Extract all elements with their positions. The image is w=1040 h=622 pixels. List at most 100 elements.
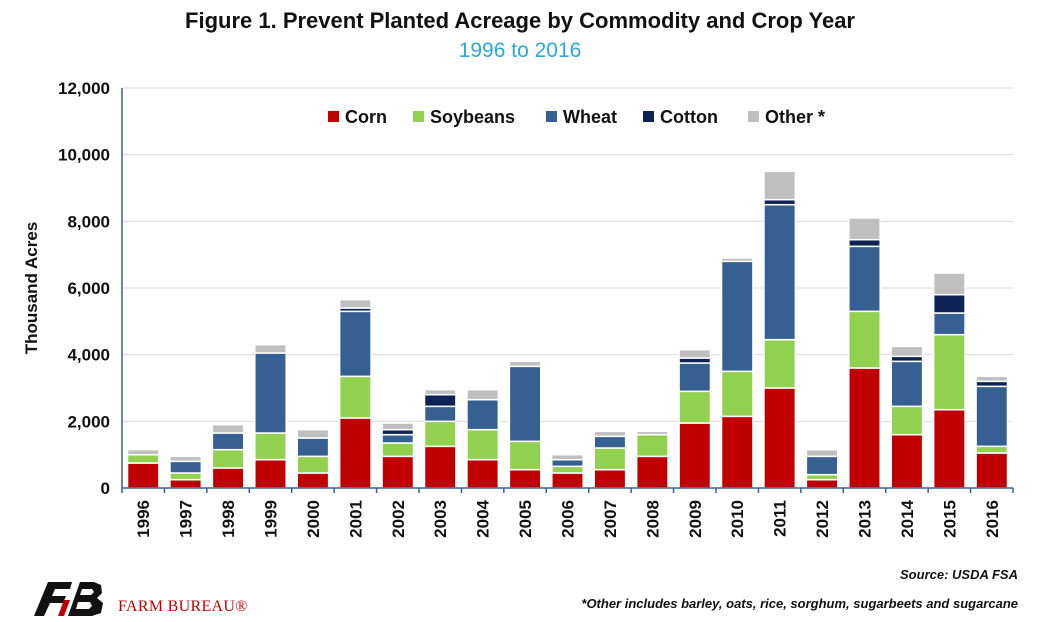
bar-segment <box>126 453 160 464</box>
bar-segment <box>975 445 1009 454</box>
legend-label: Wheat <box>563 107 617 127</box>
bar-segment <box>254 458 287 489</box>
bar-segment <box>932 272 966 296</box>
y-tick-label: 10,000 <box>58 146 110 165</box>
x-tick-label: 1998 <box>219 500 238 538</box>
bar-segment <box>508 468 542 489</box>
footnote: *Other includes barley, oats, rice, sorg… <box>581 596 1018 611</box>
bar-segment <box>254 432 287 461</box>
bar-segment <box>635 433 669 458</box>
bar-segment <box>763 387 797 489</box>
legend-swatch <box>546 111 557 122</box>
x-tick-label: 2015 <box>940 500 959 538</box>
bar-segment <box>169 472 203 481</box>
x-tick-label: 1996 <box>134 500 153 538</box>
bar-segment <box>296 455 330 474</box>
bar-segment <box>466 388 500 401</box>
bar-segment <box>466 458 500 489</box>
bar-segment <box>254 352 287 434</box>
bar-segment <box>508 360 542 368</box>
y-tick-label: 0 <box>101 479 110 498</box>
bar-segment <box>211 423 245 434</box>
y-tick-label: 12,000 <box>58 79 110 98</box>
x-tick-label: 2007 <box>601 500 620 538</box>
x-tick-label: 2011 <box>771 500 790 537</box>
bar-segment <box>593 447 627 471</box>
bar-segment <box>423 445 457 489</box>
bar-segment <box>848 367 881 489</box>
bar-segment <box>678 357 712 364</box>
bar-segment <box>932 408 966 489</box>
bar-segment <box>508 440 542 471</box>
bar-segment <box>381 433 415 444</box>
bar-segment <box>593 435 627 449</box>
bar-chart: 0 2,000 4,000 6,000 8,000 10,000 12,000 1996 199… <box>22 79 1014 538</box>
bar-segment <box>763 203 797 341</box>
source-note: Source: USDA FSA <box>900 567 1018 582</box>
bar-segment <box>551 465 584 474</box>
y-tick-label: 2,000 <box>67 412 110 431</box>
bar-segment <box>338 417 372 489</box>
farm-bureau-logo-icon <box>34 582 103 616</box>
y-tick-label: 6,000 <box>67 279 110 298</box>
bar-segment <box>338 310 372 378</box>
x-tick-label: 2001 <box>346 500 365 538</box>
legend-label: Cotton <box>660 107 718 127</box>
bar-segment <box>126 448 160 456</box>
x-tick-label: 2009 <box>686 500 705 538</box>
x-tick-label: 2005 <box>516 500 535 538</box>
bar-segment <box>593 430 627 438</box>
bar-segment <box>338 298 372 309</box>
bar-segment <box>890 433 924 489</box>
bar-segment <box>932 312 966 336</box>
bar-segment <box>975 385 1009 448</box>
bar-segment <box>763 170 797 201</box>
bar-segment <box>763 198 797 206</box>
x-tick-label: 1999 <box>262 500 281 538</box>
x-tick-label: 2004 <box>474 499 493 537</box>
bar-segment <box>678 390 712 424</box>
bar-segment <box>848 245 881 313</box>
bar-segment <box>466 428 500 461</box>
bar-segment <box>551 453 584 461</box>
chart-title: Figure 1. Prevent Planted Acreage by Com… <box>185 8 855 33</box>
bar-segment <box>678 348 712 359</box>
bar-segment <box>169 460 203 474</box>
y-axis-title: Thousand Acres <box>22 222 41 355</box>
bar-segment <box>678 422 712 489</box>
x-tick-label: 1997 <box>177 500 196 538</box>
bar-segment <box>551 472 584 489</box>
x-tick-label: 2006 <box>559 500 578 538</box>
legend-swatch <box>748 111 759 122</box>
chart-subtitle: 1996 to 2016 <box>458 39 582 62</box>
bar-segment <box>890 345 924 358</box>
bar-segment <box>169 478 203 489</box>
bar-segment <box>423 388 457 396</box>
bar-segment <box>848 238 881 248</box>
bar-segment <box>975 375 1009 383</box>
bar-segment <box>890 405 924 436</box>
bar-segment <box>848 217 881 241</box>
x-tick-label: 2014 <box>898 499 917 537</box>
bar-segment <box>296 437 330 458</box>
bar-segment <box>126 462 160 489</box>
legend-label: Corn <box>345 107 387 127</box>
bar-segment <box>805 478 839 489</box>
x-tick-label: 2012 <box>813 500 832 538</box>
legend-swatch <box>413 111 424 122</box>
bar-segment <box>254 343 287 354</box>
bar-segment <box>211 432 245 451</box>
x-tick-label: 2008 <box>643 500 662 538</box>
bar-segment <box>381 455 415 489</box>
bar-segment <box>381 442 415 458</box>
bar-segment <box>211 467 245 489</box>
bar-segment <box>169 455 203 463</box>
bar-segment <box>720 260 754 373</box>
bar-segment <box>551 458 584 468</box>
brand-name: FARM BUREAU® <box>118 598 248 615</box>
bar-segment <box>763 338 797 389</box>
x-tick-label: 2000 <box>304 500 323 538</box>
bar-segment <box>211 448 245 469</box>
x-tick-label: 2010 <box>728 500 747 538</box>
bar-segment <box>635 455 669 489</box>
